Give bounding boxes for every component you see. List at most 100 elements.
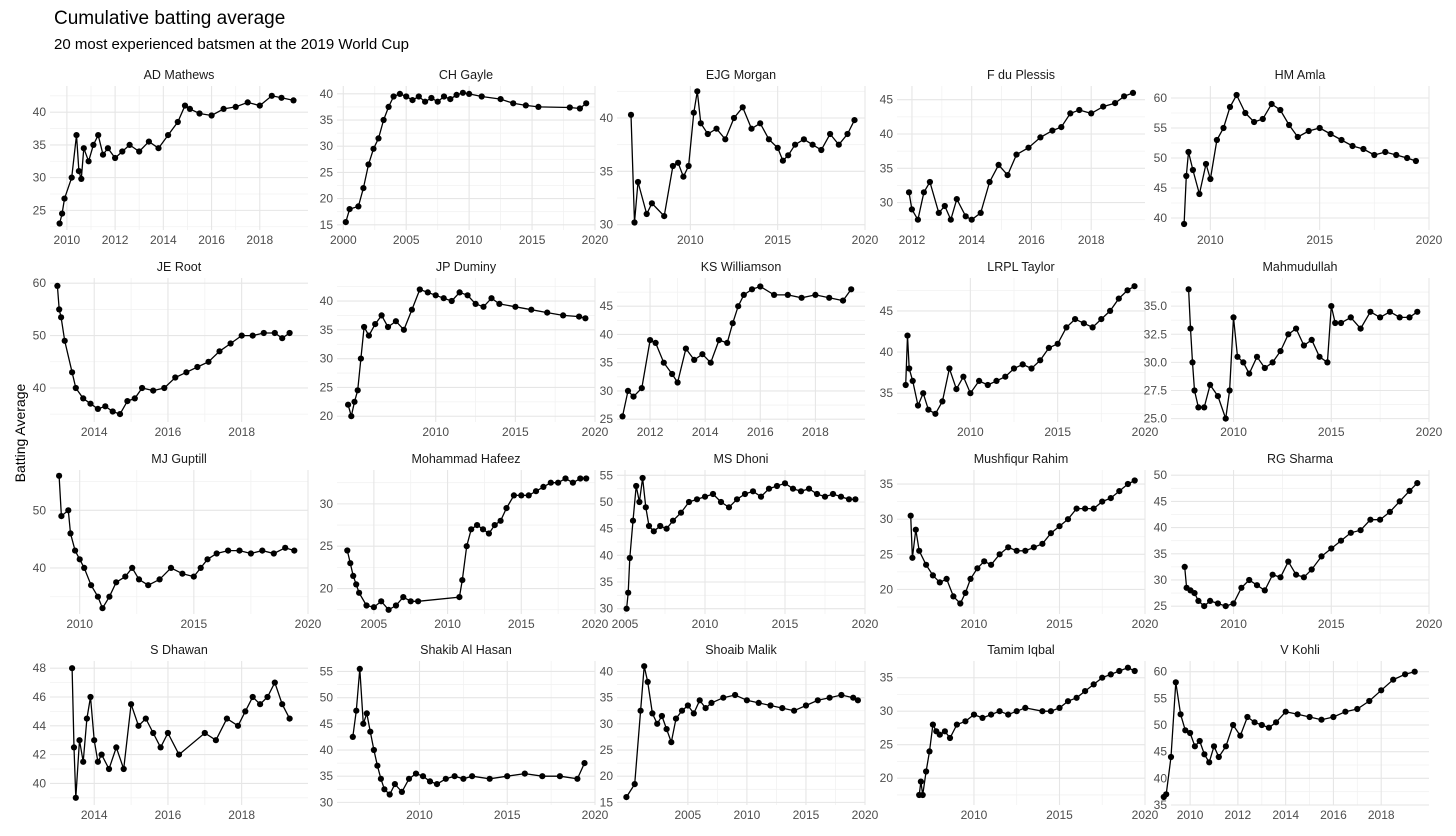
data-point	[1076, 106, 1083, 114]
data-point	[1226, 387, 1233, 394]
series-line	[346, 477, 587, 611]
y-tick-label: 25	[320, 539, 334, 553]
x-tick-label: 2005	[612, 617, 639, 631]
data-point	[1100, 103, 1107, 110]
data-point	[99, 605, 106, 612]
x-tick-label: 2014	[1272, 808, 1299, 822]
x-tick-label: 2015	[764, 233, 791, 247]
x-tick-label: 2020	[852, 233, 879, 247]
data-point	[663, 525, 670, 532]
data-point	[1269, 571, 1276, 578]
y-tick-label: 50	[600, 495, 614, 509]
data-point	[1064, 698, 1072, 705]
series-line	[58, 475, 295, 610]
data-point	[1226, 103, 1234, 111]
data-point	[408, 306, 415, 313]
data-point	[986, 178, 993, 186]
data-point	[908, 206, 916, 213]
data-point	[72, 794, 79, 801]
data-point	[456, 289, 463, 296]
data-point	[270, 550, 277, 557]
panel-title: JP Duminy	[436, 260, 497, 274]
data-point	[112, 154, 119, 162]
data-point	[912, 526, 919, 533]
data-point	[286, 715, 293, 722]
data-point	[196, 110, 203, 117]
data-point	[1182, 727, 1189, 734]
data-point	[1013, 547, 1020, 554]
data-point	[1412, 157, 1419, 165]
data-point	[1324, 359, 1331, 366]
data-point	[236, 547, 243, 554]
panel-je-root: JE Root 2014 2016 2018 40 50 60	[33, 260, 308, 439]
data-point	[619, 413, 626, 420]
x-tick-label: 2018	[228, 425, 255, 439]
data-point	[426, 778, 434, 785]
data-point	[1318, 716, 1325, 723]
data-point	[962, 213, 969, 220]
data-point	[1112, 100, 1119, 107]
data-point	[720, 694, 727, 701]
data-point	[249, 693, 256, 701]
panel-title: S Dhawan	[150, 643, 208, 657]
series-line	[905, 285, 1135, 415]
data-point	[950, 593, 957, 600]
data-point	[743, 697, 751, 704]
x-tick-label: 2015	[793, 808, 820, 822]
data-point	[929, 721, 937, 728]
data-point	[131, 395, 138, 402]
data-point	[1189, 166, 1196, 174]
data-point	[1196, 190, 1203, 198]
data-point	[247, 550, 254, 557]
data-point	[56, 220, 63, 227]
data-point	[791, 707, 798, 714]
data-point	[109, 408, 116, 415]
data-point	[1222, 743, 1229, 750]
data-point	[1115, 295, 1122, 302]
data-point	[774, 144, 781, 151]
data-point	[216, 348, 223, 355]
data-point	[826, 294, 833, 301]
y-tick-label: 50	[33, 503, 47, 517]
data-point	[576, 313, 583, 320]
data-point	[641, 663, 648, 670]
data-point	[685, 498, 693, 506]
y-tick-label: 55	[320, 664, 334, 678]
data-point	[365, 332, 372, 339]
data-point	[1386, 508, 1393, 515]
data-point	[1088, 110, 1095, 117]
y-tick-label: 20	[320, 409, 334, 423]
data-point	[852, 496, 859, 503]
data-point	[556, 773, 564, 780]
y-tick-label: 30	[320, 139, 334, 153]
data-point	[385, 103, 392, 110]
data-point	[1047, 530, 1054, 537]
data-point	[715, 337, 723, 344]
data-point	[374, 762, 381, 769]
data-point	[83, 715, 90, 722]
data-point	[1294, 133, 1301, 141]
data-point	[1185, 148, 1192, 156]
data-point	[286, 329, 293, 337]
y-tick-label: 35	[320, 323, 334, 337]
data-point	[342, 219, 349, 226]
data-point	[1253, 582, 1261, 589]
data-point	[674, 379, 681, 386]
data-point	[569, 479, 577, 486]
data-point	[675, 159, 682, 166]
data-point	[1222, 415, 1229, 422]
data-point	[932, 410, 939, 417]
data-point	[412, 770, 420, 777]
data-point	[539, 773, 546, 780]
data-point	[370, 604, 377, 611]
data-point	[1246, 370, 1253, 377]
x-tick-label: 2018	[228, 808, 255, 822]
y-tick-label: 35	[600, 356, 614, 370]
data-point	[1107, 495, 1114, 502]
data-point	[391, 781, 398, 788]
data-point	[385, 606, 392, 613]
data-point	[850, 694, 857, 701]
data-point	[67, 530, 74, 537]
panel-shoaib-malik: Shoaib Malik 2005 2010 2015 2020 15 20 25 30 35 40	[600, 643, 879, 822]
